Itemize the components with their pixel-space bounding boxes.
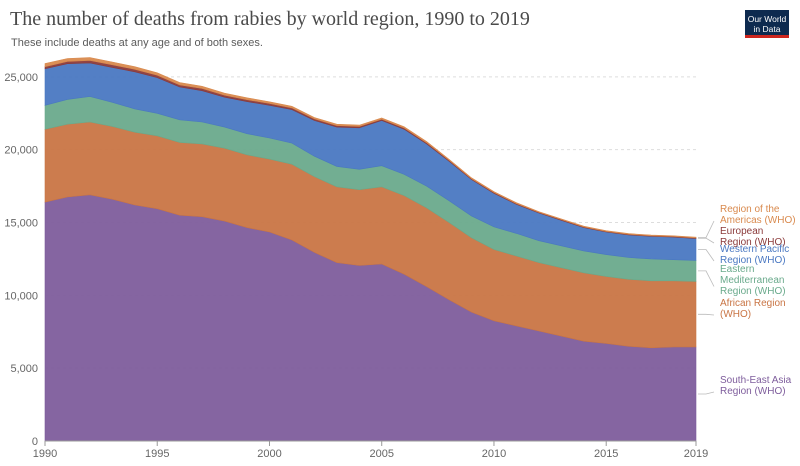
- y-tick-label: 0: [32, 436, 38, 448]
- x-tick-label: 2010: [482, 448, 506, 460]
- label-connector: [698, 237, 715, 244]
- logo-line-1: Our World: [747, 14, 787, 24]
- x-tick-label: 2019: [684, 448, 708, 460]
- y-tick-label: 20,000: [4, 145, 38, 157]
- owid-logo[interactable]: Our World in Data: [745, 10, 789, 38]
- area-americas: [44, 57, 697, 239]
- series-label-eastern_mediterranean: Eastern Mediterranean Region (WHO): [720, 264, 786, 297]
- series-label-south_east_asia: South-East Asia Region (WHO): [720, 375, 792, 397]
- series-label-americas: Region of the Americas (WHO): [720, 204, 796, 226]
- x-tick-label: 2015: [594, 448, 618, 460]
- label-connector: [698, 220, 715, 238]
- y-tick-label: 10,000: [4, 290, 38, 302]
- series-label-african: African Region (WHO): [720, 298, 786, 320]
- y-tick-label: 25,000: [4, 72, 38, 84]
- series-label-european: European Region (WHO): [720, 226, 786, 248]
- label-connector: [698, 313, 715, 316]
- label-connector: [698, 391, 715, 395]
- x-tick-label: 2005: [369, 448, 393, 460]
- label-connector: [698, 249, 715, 262]
- logo-line-2: in Data: [753, 24, 781, 34]
- y-tick-label: 15,000: [4, 218, 38, 230]
- x-tick-label: 2000: [257, 448, 281, 460]
- x-tick-label: 1995: [145, 448, 169, 460]
- label-connector: [698, 270, 715, 287]
- x-tick-label: 1990: [33, 448, 57, 460]
- chart-title: The number of deaths from rabies by worl…: [10, 8, 530, 30]
- series-label-western_pacific: Western Pacific Region (WHO): [720, 244, 789, 266]
- chart-subtitle: These include deaths at any age and of b…: [11, 37, 263, 49]
- y-tick-label: 5,000: [10, 363, 38, 375]
